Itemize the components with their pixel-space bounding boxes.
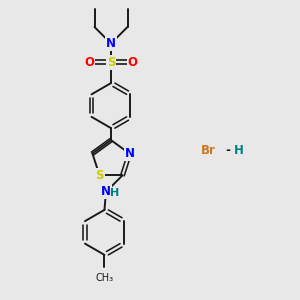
Text: Br: Br (201, 143, 216, 157)
Text: CH₃: CH₃ (95, 273, 113, 283)
Text: -: - (222, 143, 231, 157)
Text: N: N (101, 185, 111, 198)
Text: S: S (107, 56, 115, 69)
Text: H: H (110, 188, 120, 198)
Text: S: S (95, 169, 104, 182)
Text: N: N (124, 147, 134, 160)
Text: O: O (128, 56, 138, 69)
Text: N: N (106, 37, 116, 50)
Text: O: O (84, 56, 94, 69)
Text: H: H (234, 143, 244, 157)
